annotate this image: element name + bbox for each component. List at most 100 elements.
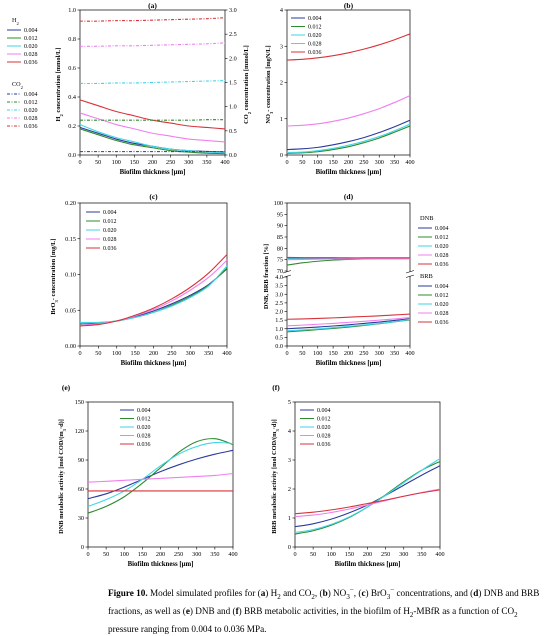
x-axis-label: Biofilm thickness [μm] bbox=[335, 561, 401, 568]
series-line bbox=[295, 490, 440, 514]
y-tick-label: 75 bbox=[277, 257, 283, 264]
series-line bbox=[88, 442, 233, 506]
y-axis-label: NO3- concentration [mgN/L] bbox=[265, 45, 274, 123]
x-tick-label: 300 bbox=[186, 350, 195, 357]
y-tick-label-right: 2.5 bbox=[229, 31, 237, 38]
x-tick-label: 350 bbox=[390, 159, 399, 166]
y-tick-label: 0.0 bbox=[68, 152, 76, 159]
plot-frame bbox=[88, 402, 233, 547]
y-tick-label: 0 bbox=[81, 544, 84, 551]
legend-label: 0.020 bbox=[24, 44, 38, 50]
series-line bbox=[287, 34, 410, 60]
x-tick-label: 250 bbox=[166, 159, 175, 166]
y-tick-label-right: 0.0 bbox=[229, 152, 237, 159]
legend-label: 0.004 bbox=[24, 92, 38, 98]
legend-label: 0.004 bbox=[137, 408, 151, 414]
x-tick-label: 50 bbox=[299, 350, 305, 357]
legend-label: 0.036 bbox=[308, 50, 322, 56]
y-tick-label: 85 bbox=[277, 234, 283, 241]
legend-label: 0.012 bbox=[24, 100, 38, 106]
x-tick-label: 0 bbox=[285, 159, 288, 166]
legend-label: 0.036 bbox=[24, 124, 38, 130]
panel-label: (f) bbox=[272, 383, 280, 392]
y-tick-label: 4 bbox=[280, 7, 283, 14]
x-tick-label: 100 bbox=[112, 350, 121, 357]
legend-label: 0.028 bbox=[435, 311, 449, 317]
caption-segment: 3 bbox=[346, 593, 350, 601]
x-tick-label: 0 bbox=[78, 159, 81, 166]
y-tick-label: 3.5 bbox=[275, 283, 283, 290]
legend-label: 0.028 bbox=[24, 116, 38, 122]
y-tick-label: 90 bbox=[277, 223, 283, 230]
legend-label: 0.036 bbox=[435, 320, 449, 326]
x-tick-label: 100 bbox=[112, 159, 121, 166]
y-tick-label: 0.6 bbox=[68, 65, 76, 72]
series-line bbox=[80, 254, 227, 326]
x-tick-label: 200 bbox=[363, 551, 372, 558]
legend-label: 0.028 bbox=[103, 237, 117, 243]
panel-label: (c) bbox=[149, 192, 158, 201]
x-tick-label: 100 bbox=[313, 159, 322, 166]
y-tick-label: 0.15 bbox=[65, 236, 76, 243]
x-tick-label: 400 bbox=[222, 350, 231, 357]
x-tick-label: 400 bbox=[220, 159, 229, 166]
y-tick-label: 5 bbox=[288, 399, 291, 406]
legend-label: 0.004 bbox=[103, 210, 117, 216]
series-line bbox=[80, 100, 225, 129]
x-tick-label: 350 bbox=[210, 551, 219, 558]
y-tick-label: 0.0 bbox=[275, 343, 283, 350]
x-tick-label: 0 bbox=[285, 350, 288, 357]
x-tick-label: 300 bbox=[375, 350, 384, 357]
legend-label: 0.028 bbox=[24, 52, 38, 58]
x-tick-label: 400 bbox=[228, 551, 237, 558]
caption-segment: Model simulated profiles for ( bbox=[150, 588, 261, 598]
y-tick-label: 150 bbox=[75, 399, 84, 406]
legend-label: 0.036 bbox=[137, 442, 151, 448]
x-tick-label: 350 bbox=[390, 350, 399, 357]
legend-label: 0.020 bbox=[24, 108, 38, 114]
plot-frame bbox=[295, 402, 440, 547]
x-tick-label: 300 bbox=[375, 159, 384, 166]
legend-title: H2 bbox=[12, 17, 19, 26]
caption-segment: and CO bbox=[281, 588, 312, 598]
x-axis-label: Biofilm thickness [μm] bbox=[128, 561, 194, 568]
y-tick-label: 0.2 bbox=[68, 123, 76, 130]
legend-label: 0.028 bbox=[137, 434, 151, 440]
y-tick-label: 90 bbox=[78, 457, 84, 464]
x-tick-label: 200 bbox=[344, 350, 353, 357]
legend-label: 0.012 bbox=[24, 36, 38, 42]
y-tick-label: 3 bbox=[288, 457, 291, 464]
y-tick-label-right: 1.0 bbox=[229, 104, 237, 111]
x-tick-label: 250 bbox=[381, 551, 390, 558]
y-tick-label: 80 bbox=[277, 245, 283, 252]
x-tick-label: 300 bbox=[184, 159, 193, 166]
caption-segment: ) BRB metabolic activities, in the biofi… bbox=[239, 606, 410, 616]
x-tick-label: 50 bbox=[299, 159, 305, 166]
y-tick-label: 30 bbox=[78, 515, 84, 522]
y-tick-label: 2 bbox=[280, 80, 283, 87]
y-axis-label: DNB, BRB fraction [%] bbox=[263, 244, 270, 309]
legend-label: 0.036 bbox=[24, 60, 38, 66]
y-tick-label: 3 bbox=[280, 43, 283, 50]
y-tick-label: 0.8 bbox=[68, 36, 76, 43]
y-tick-label-right: 1.5 bbox=[229, 80, 237, 87]
legend-label: 0.020 bbox=[103, 228, 117, 234]
x-tick-label: 200 bbox=[149, 350, 158, 357]
panel-label: (e) bbox=[62, 383, 71, 392]
x-tick-label: 50 bbox=[103, 551, 109, 558]
y-tick-label: 0.05 bbox=[65, 307, 76, 314]
x-tick-label: 400 bbox=[405, 159, 414, 166]
x-tick-label: 250 bbox=[359, 159, 368, 166]
x-tick-label: 400 bbox=[405, 350, 414, 357]
legend-label: 0.012 bbox=[137, 417, 151, 423]
series-line bbox=[287, 96, 410, 126]
y-tick-label: 2.5 bbox=[275, 300, 283, 307]
figure-caption: Figure 10. Model simulated profiles for … bbox=[108, 583, 548, 636]
caption-segment: , ( bbox=[315, 588, 323, 598]
x-tick-label: 0 bbox=[86, 551, 89, 558]
x-tick-label: 250 bbox=[174, 551, 183, 558]
x-tick-label: 100 bbox=[313, 350, 322, 357]
